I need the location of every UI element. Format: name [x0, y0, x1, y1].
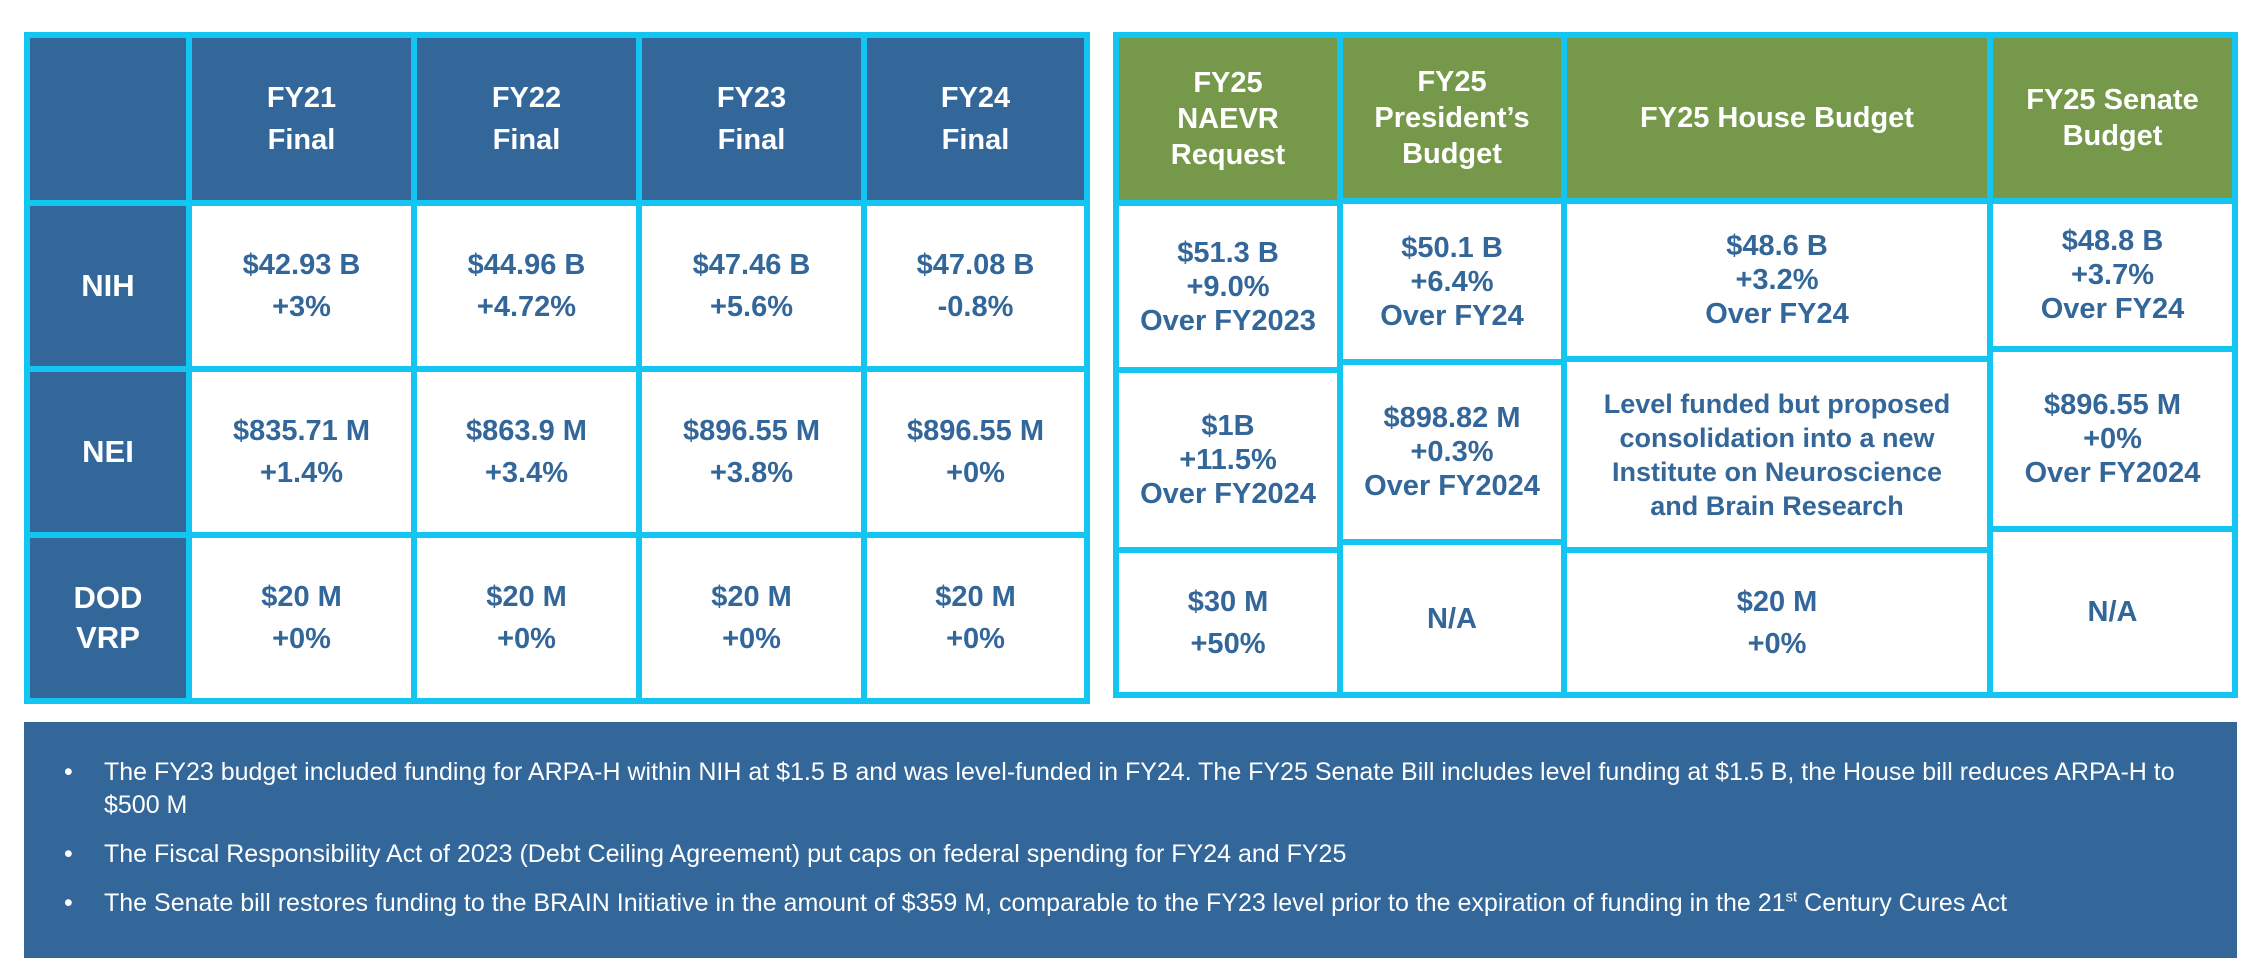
- cell-dod-fy22: $20 M +0%: [417, 538, 636, 698]
- note-item: • The FY23 budget included funding for A…: [64, 756, 2197, 822]
- row-header-nih: NIH: [30, 206, 186, 366]
- cell-naevr-nei: $1B +11.5% Over FY2024: [1119, 373, 1337, 547]
- cell-nih-fy22: $44.96 B +4.72%: [417, 206, 636, 366]
- cell-senate-dod: N/A: [1993, 532, 2232, 692]
- cell-house-nih: $48.6 B +3.2% Over FY24: [1567, 204, 1987, 356]
- note-text: The FY23 budget included funding for ARP…: [104, 758, 2175, 819]
- fy25-proposals-table: FY25 NAEVR Request $51.3 B +9.0% Over FY…: [1113, 32, 2238, 698]
- header-fy25-senate-budget: FY25 Senate Budget: [1993, 38, 2232, 198]
- cell-nei-fy21: $835.71 M +1.4%: [192, 372, 411, 532]
- cell-nih-fy24: $47.08 B -0.8%: [867, 206, 1084, 366]
- note-text-part: The Senate bill restores funding to the …: [104, 889, 1786, 917]
- cell-president-nei: $898.82 M +0.3% Over FY2024: [1343, 365, 1561, 539]
- cell-naevr-dod: $30 M +50%: [1119, 553, 1337, 692]
- cell-nih-fy23: $47.46 B +5.6%: [642, 206, 861, 366]
- note-item: • The Fiscal Responsibility Act of 2023 …: [64, 838, 2197, 871]
- cell-president-nih: $50.1 B +6.4% Over FY24: [1343, 204, 1561, 359]
- funding-history-table: FY21 Final FY22 Final FY23 Final FY24 Fi…: [24, 32, 1090, 704]
- header-fy25-naevr-request: FY25 NAEVR Request: [1119, 38, 1337, 200]
- bullet: •: [64, 840, 73, 868]
- cell-nih-fy21: $42.93 B +3%: [192, 206, 411, 366]
- row-header-nei: NEI: [30, 372, 186, 532]
- cell-senate-nih: $48.8 B +3.7% Over FY24: [1993, 204, 2232, 346]
- header-fy25-presidents-budget: FY25 President’s Budget: [1343, 38, 1561, 198]
- cell-dod-fy23: $20 M +0%: [642, 538, 861, 698]
- ordinal-suffix: st: [1785, 888, 1798, 906]
- header-fy22: FY22 Final: [417, 38, 636, 200]
- notes-panel: • The FY23 budget included funding for A…: [24, 722, 2237, 958]
- header-fy25-house-budget: FY25 House Budget: [1567, 38, 1987, 198]
- note-text-part: Century Cures Act: [1797, 889, 2008, 917]
- cell-house-dod: $20 M +0%: [1567, 553, 1987, 692]
- note-text: The Senate bill restores funding to the …: [104, 889, 2007, 917]
- header-fy23: FY23 Final: [642, 38, 861, 200]
- cell-nei-fy22: $863.9 M +3.4%: [417, 372, 636, 532]
- cell-dod-fy21: $20 M +0%: [192, 538, 411, 698]
- cell-house-nei: Level funded but proposed consolidation …: [1567, 362, 1987, 547]
- header-fy21: FY21 Final: [192, 38, 411, 200]
- bullet: •: [64, 758, 73, 786]
- cell-nei-fy23: $896.55 M +3.8%: [642, 372, 861, 532]
- cell-dod-fy24: $20 M +0%: [867, 538, 1084, 698]
- note-item: • The Senate bill restores funding to th…: [64, 887, 2197, 920]
- note-text: The Fiscal Responsibility Act of 2023 (D…: [104, 840, 1347, 868]
- cell-senate-nei: $896.55 M +0% Over FY2024: [1993, 352, 2232, 526]
- bullet: •: [64, 889, 73, 917]
- cell-president-dod: N/A: [1343, 545, 1561, 692]
- cell-naevr-nih: $51.3 B +9.0% Over FY2023: [1119, 206, 1337, 367]
- cell-nei-fy24: $896.55 M +0%: [867, 372, 1084, 532]
- corner-header-cell: [30, 38, 186, 200]
- header-fy24: FY24 Final: [867, 38, 1084, 200]
- row-header-dod-vrp: DOD VRP: [30, 538, 186, 698]
